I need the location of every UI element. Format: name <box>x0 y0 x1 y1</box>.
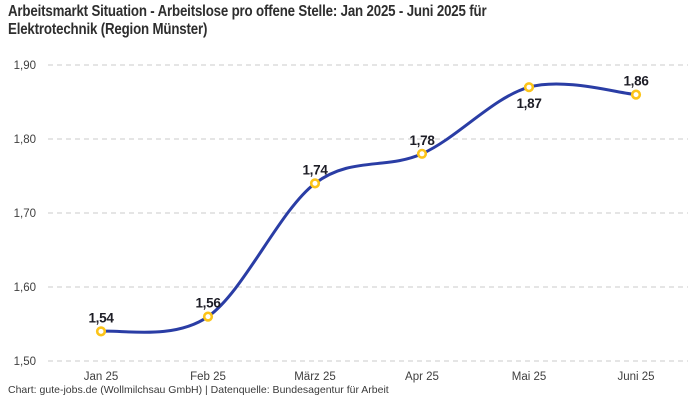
x-tick-label: Feb 25 <box>190 371 226 383</box>
data-point-marker <box>416 148 428 159</box>
chart-credit: Chart: gute-jobs.de (Wollmilchsau GmbH) … <box>8 384 389 396</box>
data-point-marker <box>202 311 214 322</box>
x-tick-label: Jan 25 <box>84 371 119 383</box>
x-tick-label: Mai 25 <box>512 371 547 383</box>
y-tick-label: 1,70 <box>14 208 36 220</box>
y-tick-label: 1,50 <box>14 356 36 368</box>
chart-title-line2: Elektrotechnik (Region Münster) <box>8 21 208 38</box>
chart-title: Arbeitsmarkt Situation - Arbeitslose pro… <box>8 3 487 39</box>
y-tick-label: 1,80 <box>14 134 36 146</box>
x-tick-label: Juni 25 <box>617 371 654 383</box>
y-tick-label: 1,90 <box>14 60 36 72</box>
line-chart: 1,50 1,60 1,70 1,80 1,90 Jan 25 Feb 25 März 25 A… <box>0 50 700 384</box>
data-point-marker <box>523 82 535 93</box>
line-series <box>99 82 638 334</box>
data-point-label: 1,56 <box>195 296 221 311</box>
data-point-label: 1,86 <box>623 74 649 89</box>
data-point-label: 1,87 <box>516 96 541 111</box>
x-tick-label: März 25 <box>294 371 336 383</box>
data-point-label: 1,54 <box>88 310 114 325</box>
data-point-marker <box>630 89 642 100</box>
data-point-marker <box>309 178 321 189</box>
data-point-marker <box>95 326 107 337</box>
chart-title-line1: Arbeitsmarkt Situation - Arbeitslose pro… <box>8 3 487 20</box>
data-point-label: 1,74 <box>302 162 328 177</box>
x-tick-label: Apr 25 <box>405 371 439 383</box>
data-point-label: 1,78 <box>409 133 435 148</box>
line-chart-canvas: 1,50 1,60 1,70 1,80 1,90 Jan 25 Feb 25 März 25 A… <box>14 60 688 383</box>
y-tick-label: 1,60 <box>14 282 36 294</box>
